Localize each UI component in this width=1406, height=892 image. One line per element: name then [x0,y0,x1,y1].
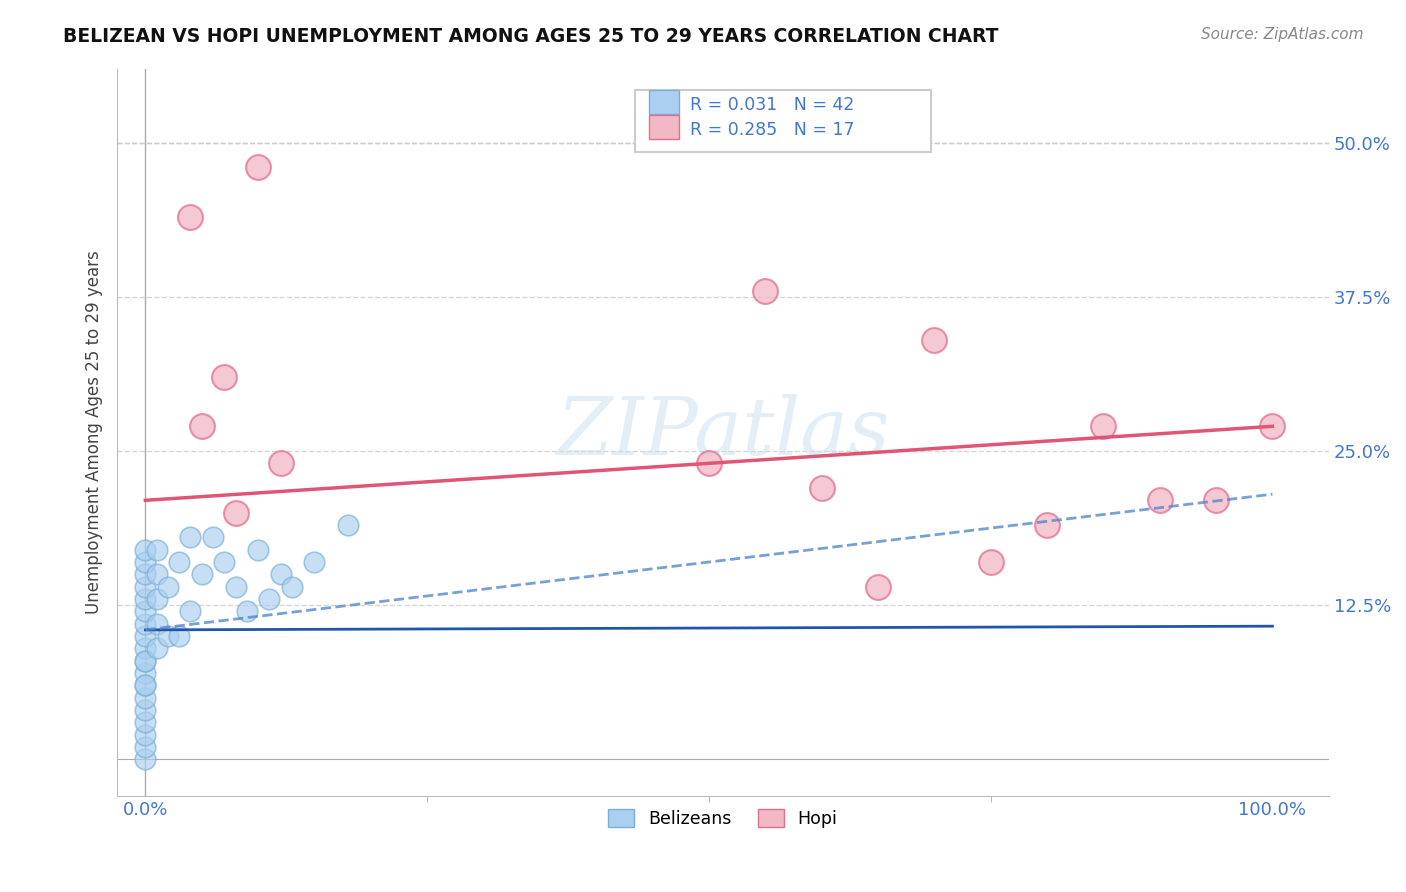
Point [810,481,832,495]
Text: R = 0.285   N = 17: R = 0.285 N = 17 [690,121,855,139]
Point [259,592,281,607]
Point [134,641,156,656]
Point [134,654,156,668]
Point [134,666,156,681]
Point [247,542,270,557]
Point [190,567,212,582]
Point [1092,419,1115,434]
Point [1149,493,1171,508]
Point [134,542,156,557]
Point [1036,518,1059,533]
Point [754,284,776,298]
Point [270,567,292,582]
Text: ZIPatlas: ZIPatlas [557,393,890,471]
Point [134,592,156,607]
Point [281,580,304,594]
Point [225,506,247,520]
Point [697,456,720,470]
Point [134,728,156,742]
Point [980,555,1002,569]
Point [236,604,259,618]
Point [134,678,156,692]
Text: BELIZEAN VS HOPI UNEMPLOYMENT AMONG AGES 25 TO 29 YEARS CORRELATION CHART: BELIZEAN VS HOPI UNEMPLOYMENT AMONG AGES… [63,27,998,45]
Point [179,530,201,544]
Legend: Belizeans, Hopi: Belizeans, Hopi [602,803,845,835]
Point [270,456,292,470]
Point [145,592,167,607]
Point [134,604,156,618]
Point [134,616,156,631]
Point [134,740,156,755]
Point [167,629,190,643]
Point [134,678,156,692]
Point [1205,493,1227,508]
Point [134,703,156,717]
Point [304,555,326,569]
FancyBboxPatch shape [650,90,679,113]
Point [134,580,156,594]
Point [134,690,156,705]
Point [134,654,156,668]
Text: R = 0.031   N = 42: R = 0.031 N = 42 [690,96,855,114]
Point [179,604,201,618]
Point [134,555,156,569]
Point [225,580,247,594]
Point [190,419,212,434]
Point [924,333,946,347]
Point [145,616,167,631]
Point [179,210,201,224]
Point [214,555,236,569]
Point [337,518,360,533]
Text: Source: ZipAtlas.com: Source: ZipAtlas.com [1201,27,1364,42]
Y-axis label: Unemployment Among Ages 25 to 29 years: Unemployment Among Ages 25 to 29 years [86,251,103,615]
Point [167,555,190,569]
Point [156,580,179,594]
FancyBboxPatch shape [650,115,679,139]
Point [145,641,167,656]
Point [134,567,156,582]
Point [156,629,179,643]
Point [247,160,270,174]
Point [214,370,236,384]
Point [1261,419,1284,434]
Point [145,567,167,582]
Point [145,542,167,557]
Point [134,629,156,643]
Point [201,530,224,544]
Point [866,580,889,594]
Point [134,752,156,766]
Point [134,715,156,730]
FancyBboxPatch shape [634,90,931,153]
